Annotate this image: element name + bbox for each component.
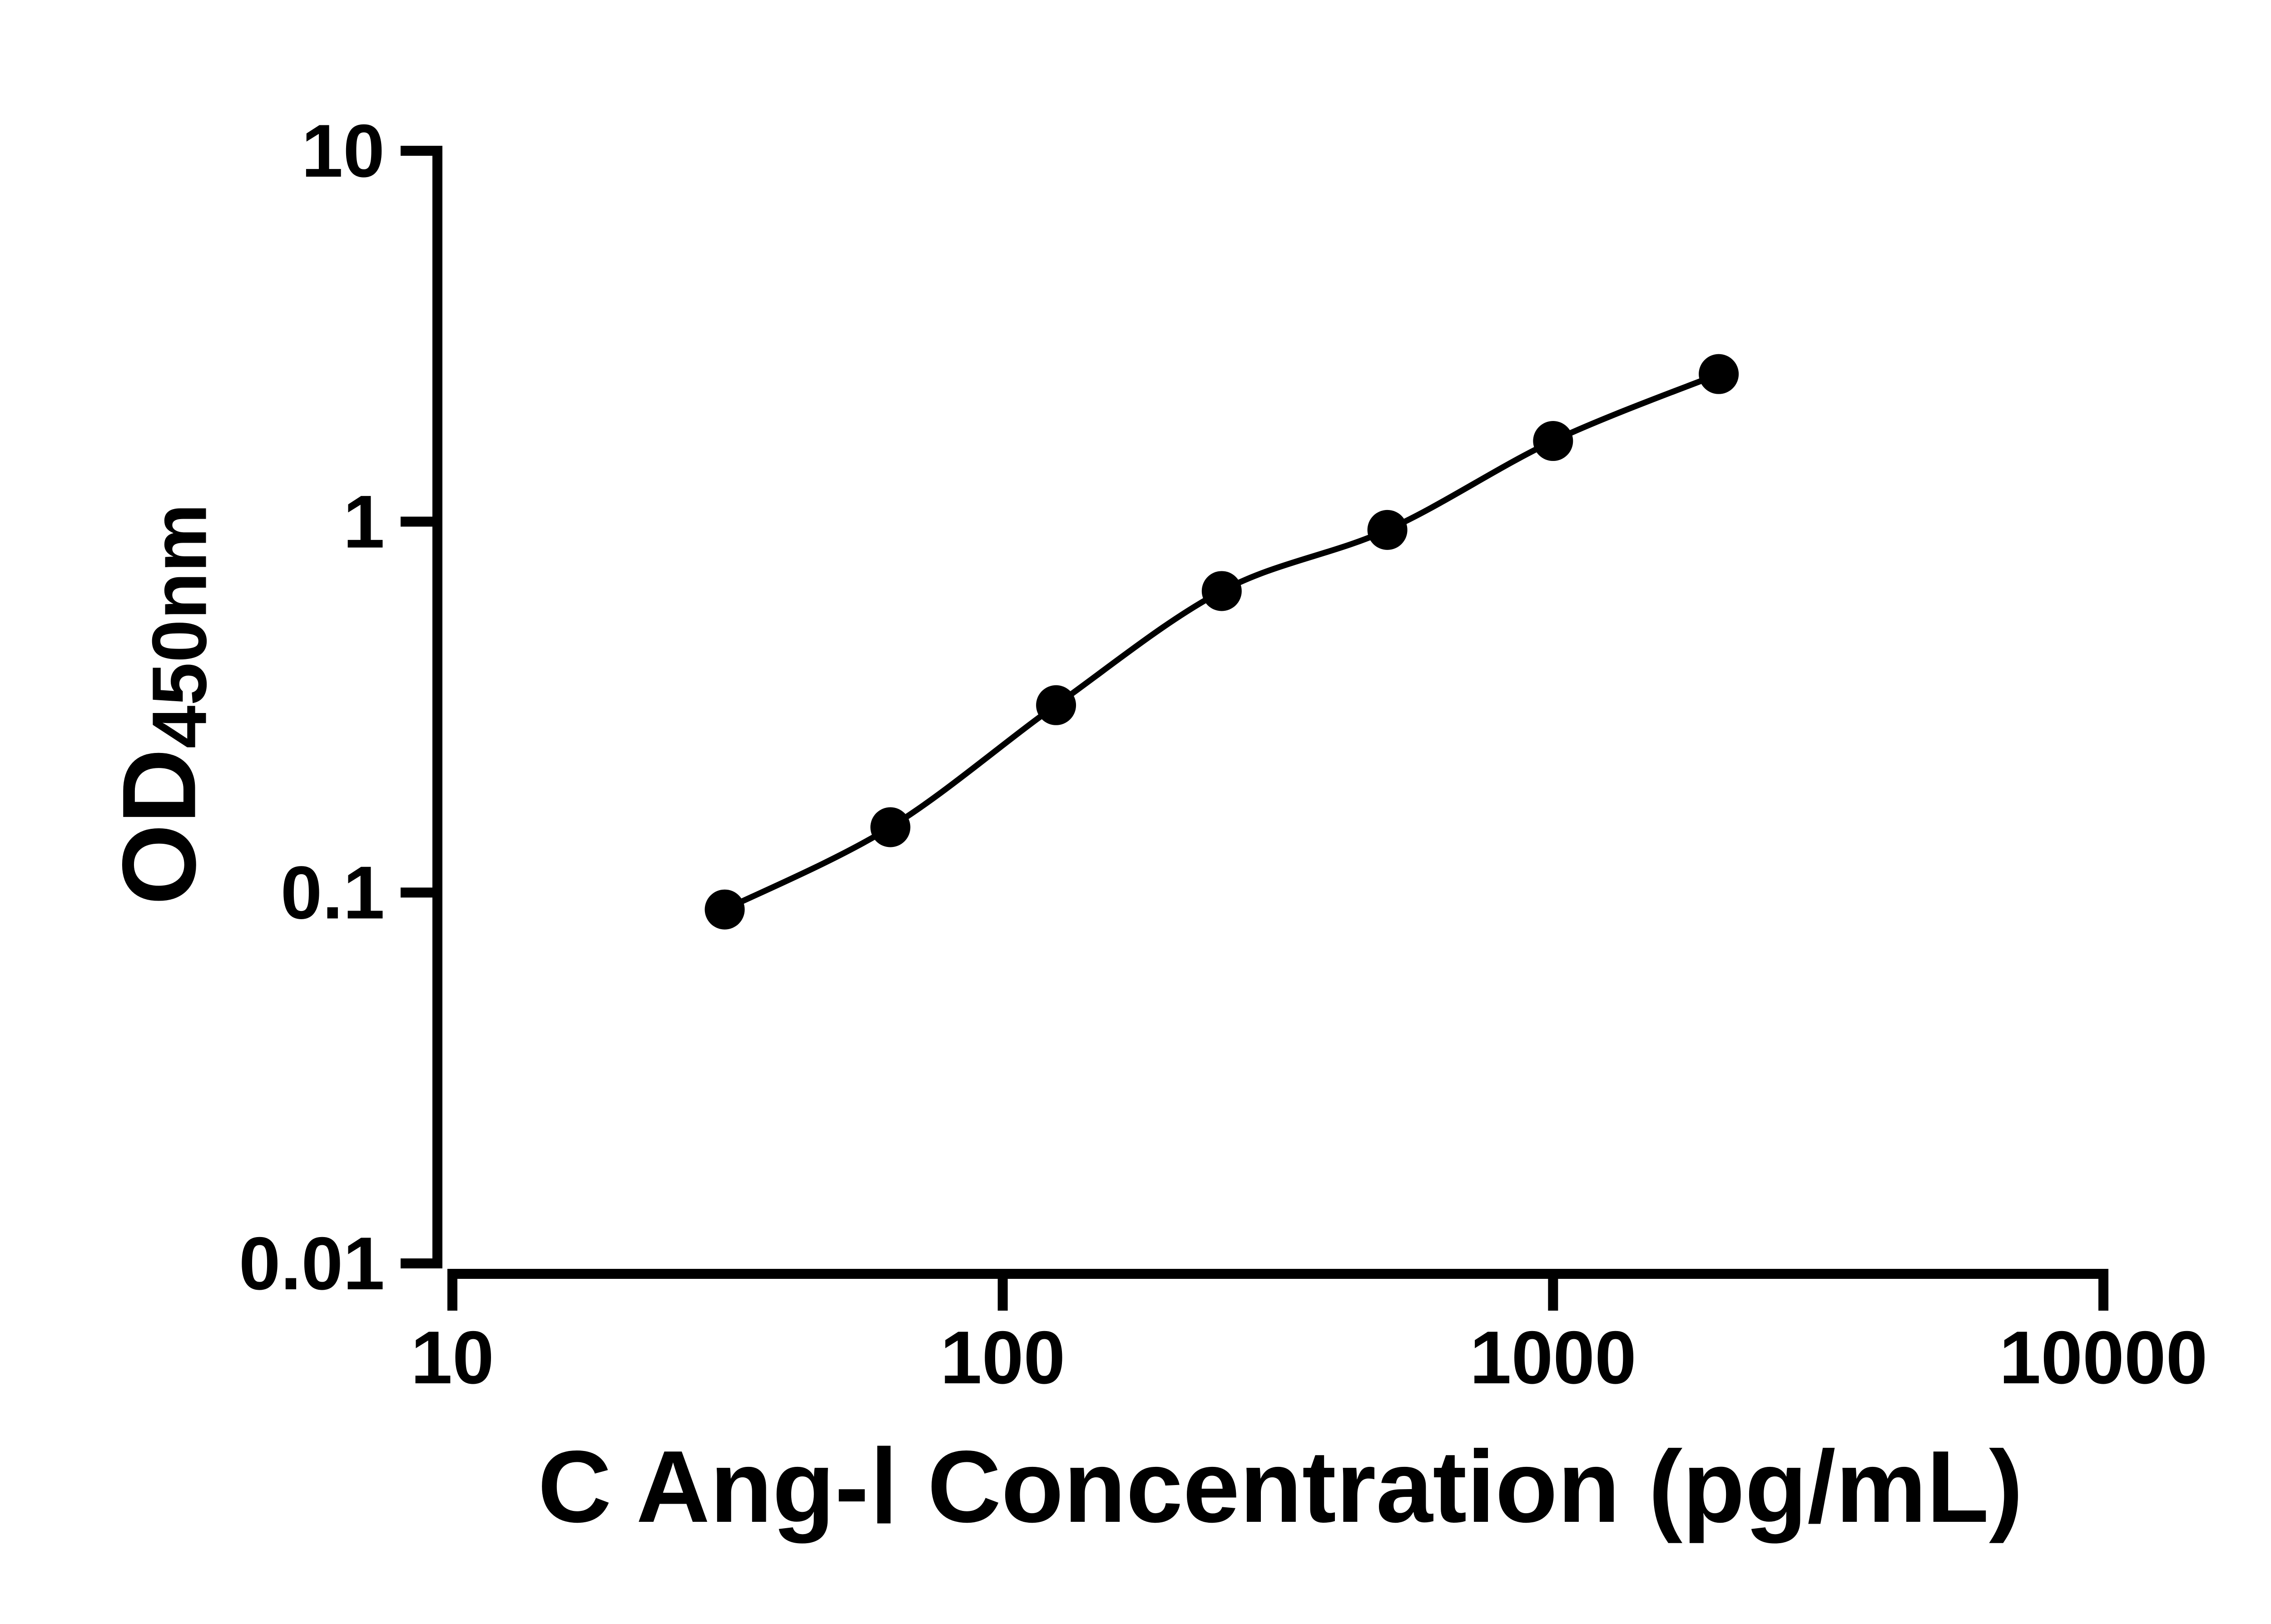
data-point — [870, 807, 911, 847]
data-point — [1036, 685, 1076, 725]
y-tick-label: 1 — [343, 480, 385, 564]
data-point — [1699, 354, 1739, 394]
x-axis-title: C Ang-Ⅰ Concentration (pg/mL) — [452, 1429, 2108, 1544]
data-point — [1201, 571, 1242, 611]
y-axis-title-main: OD — [100, 748, 218, 906]
x-tick-label: 10000 — [1999, 1316, 2208, 1399]
x-axis-title-text: C Ang-Ⅰ Concentration (pg/mL) — [537, 1429, 2023, 1544]
x-tick-label: 100 — [940, 1316, 1065, 1399]
data-point — [704, 889, 745, 930]
x-tick-label: 1000 — [1470, 1316, 1636, 1399]
x-tick-label: 10 — [411, 1316, 494, 1399]
y-axis-title: OD450nm — [99, 504, 223, 906]
y-tick-label: 0.01 — [239, 1222, 385, 1305]
y-axis-title-sub: 450nm — [136, 503, 223, 749]
data-point — [1533, 421, 1573, 461]
y-tick-label: 0.1 — [281, 851, 385, 934]
data-point — [1367, 510, 1408, 550]
y-tick-label: 10 — [301, 109, 385, 193]
